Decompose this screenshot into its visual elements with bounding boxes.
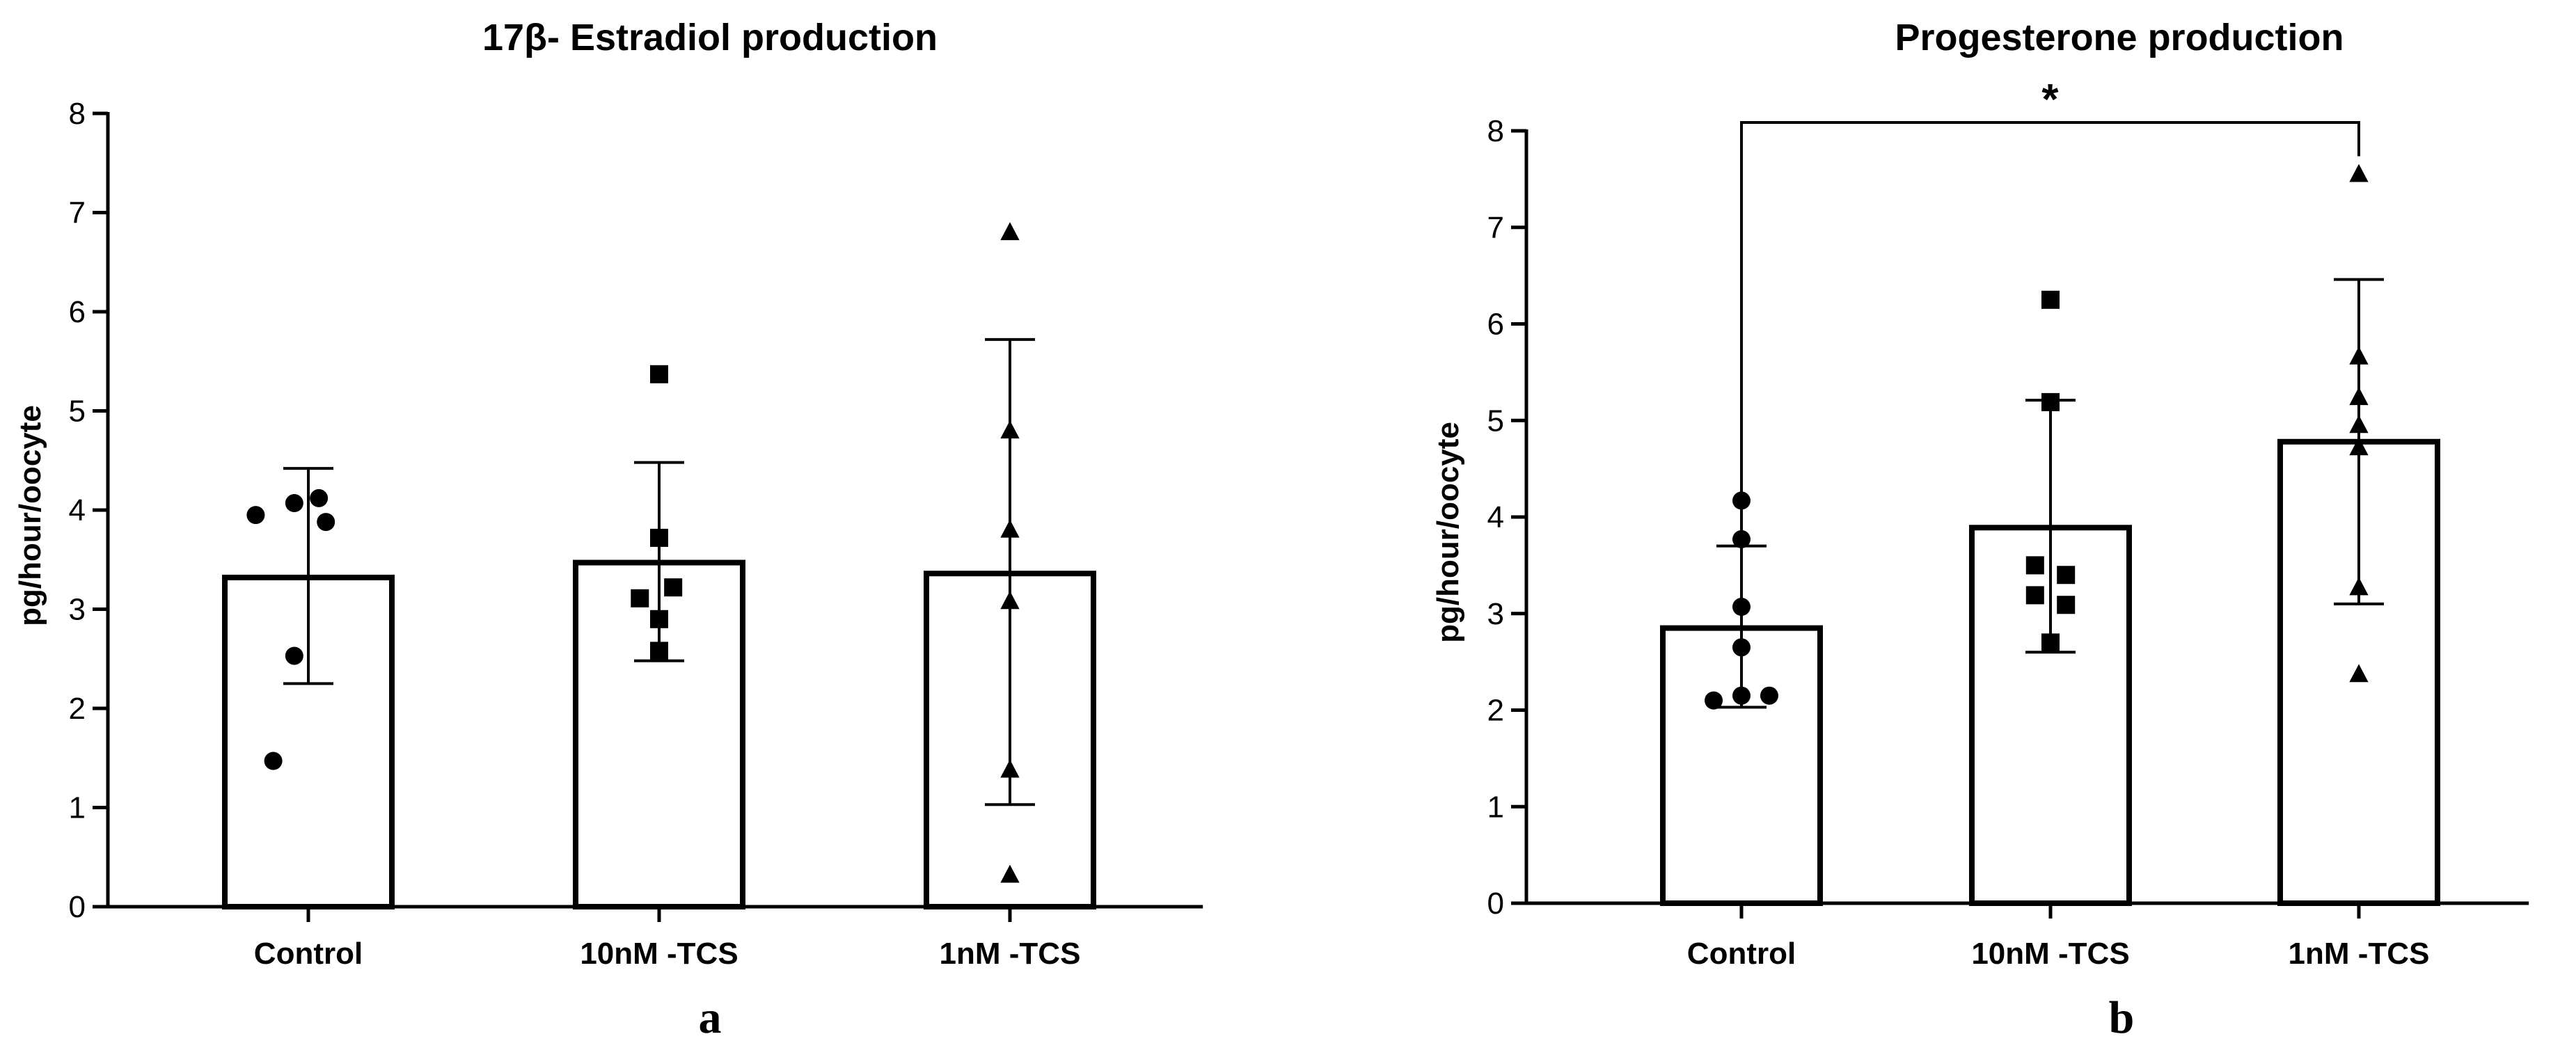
- x-tick-label: 1nM -TCS: [940, 937, 1081, 971]
- data-point: [2041, 290, 2060, 309]
- panel-title: 17β- Estradiol production: [482, 17, 938, 58]
- y-axis-label: pg/hour/oocyte: [13, 405, 47, 626]
- data-point: [1000, 864, 1020, 883]
- data-point: [285, 646, 303, 665]
- significance-bracket: *: [1740, 76, 2360, 531]
- data-point: [2057, 566, 2076, 585]
- data-point: [2349, 346, 2369, 365]
- y-tick-label: 7: [69, 196, 86, 230]
- data-point: [2349, 664, 2369, 683]
- data-point: [2025, 586, 2044, 605]
- data-point: [2349, 164, 2369, 182]
- data-point: [650, 365, 668, 383]
- y-tick-label: 8: [69, 97, 86, 131]
- data-point: [1000, 420, 1020, 439]
- y-tick-label: 2: [69, 692, 86, 726]
- y-tick-label: 5: [69, 395, 86, 429]
- y-tick-label: 5: [1487, 404, 1504, 438]
- data-point: [2349, 415, 2369, 434]
- y-tick-label: 7: [1487, 211, 1504, 245]
- y-tick-label: 4: [1487, 500, 1504, 534]
- data-point: [246, 506, 265, 525]
- x-tick-label: 10nM -TCS: [580, 937, 738, 971]
- data-point: [1732, 530, 1751, 548]
- y-tick-label: 4: [69, 493, 86, 527]
- data-point: [310, 488, 329, 507]
- error-bar: [985, 337, 1035, 806]
- significance-line: [1740, 121, 2360, 531]
- data-point: [2057, 596, 2076, 614]
- data-point: [2349, 437, 2369, 456]
- data-point: [631, 589, 649, 607]
- y-tick-label: 6: [69, 295, 86, 329]
- x-tick-label: Control: [254, 937, 363, 971]
- data-point: [285, 494, 303, 513]
- panel-letter: b: [2109, 992, 2135, 1043]
- data-point: [1705, 691, 1723, 710]
- data-point: [1000, 759, 1020, 778]
- y-tick-label: 8: [1487, 114, 1504, 148]
- data-point: [264, 752, 283, 770]
- data-point: [2349, 577, 2369, 596]
- y-tick-label: 0: [1487, 887, 1504, 921]
- data-point: [1000, 519, 1020, 538]
- data-point: [1000, 222, 1020, 241]
- y-tick-label: 3: [69, 593, 86, 627]
- x-tick-label: Control: [1687, 937, 1796, 971]
- x-tick-label: 10nM -TCS: [1971, 937, 2129, 971]
- significance-label: *: [2041, 76, 2059, 124]
- data-point: [1000, 591, 1020, 610]
- data-point: [1760, 686, 1778, 705]
- data-point: [664, 578, 683, 597]
- panel-letter: a: [699, 992, 722, 1043]
- y-tick-label: 0: [69, 890, 86, 924]
- data-point: [317, 513, 335, 532]
- data-point: [1732, 638, 1751, 657]
- panel-b: Progesterone production pg/hour/oocyte b…: [1431, 17, 2529, 1043]
- y-tick-label: 2: [1487, 694, 1504, 728]
- data-point: [1732, 686, 1751, 705]
- data-point: [2041, 392, 2060, 411]
- x-tick-label: 1nM -TCS: [2289, 937, 2430, 971]
- data-point: [650, 528, 668, 547]
- panel-title: Progesterone production: [1895, 17, 2344, 58]
- y-tick-label: 6: [1487, 308, 1504, 342]
- data-point: [2025, 556, 2044, 575]
- y-tick-label: 3: [1487, 597, 1504, 631]
- data-point: [650, 642, 668, 660]
- error-bar: [283, 467, 333, 685]
- panel-a: 17β- Estradiol production pg/hour/oocyte…: [13, 17, 1203, 1043]
- data-point: [2041, 633, 2060, 652]
- y-tick-label: 1: [1487, 790, 1504, 824]
- data-point: [2349, 387, 2369, 406]
- data-point: [650, 610, 668, 628]
- y-axis-label: pg/hour/oocyte: [1431, 422, 1465, 643]
- data-point: [1732, 598, 1751, 617]
- y-tick-label: 1: [69, 791, 86, 825]
